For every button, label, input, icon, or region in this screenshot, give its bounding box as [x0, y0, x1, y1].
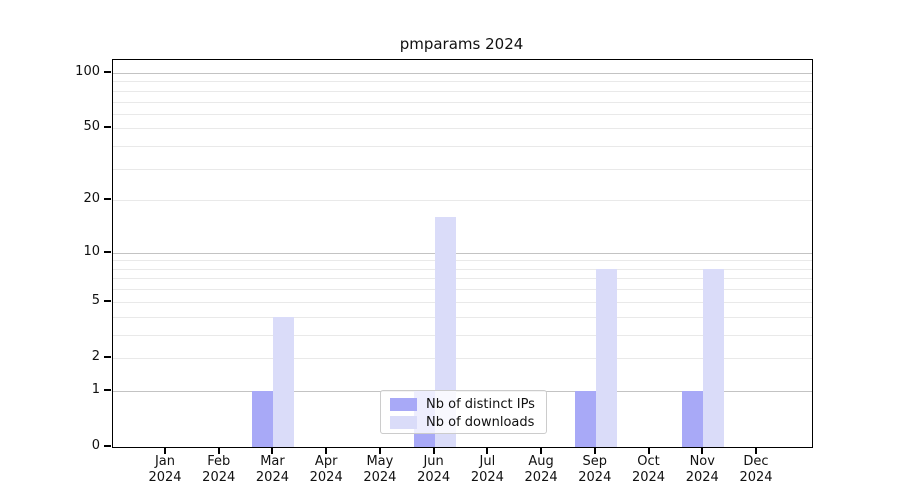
minor-gridline: [113, 113, 812, 115]
x-tick-mark: [701, 448, 704, 454]
x-tick-mark: [217, 448, 220, 454]
chart-title: pmparams 2024: [399, 35, 524, 53]
downloads-swatch-icon: [390, 415, 417, 429]
minor-gridline: [113, 101, 812, 103]
x-tick-label: Dec 2024: [726, 454, 786, 485]
x-tick-mark: [378, 448, 381, 454]
plot-area: Nb of distinct IPs Nb of downloads: [112, 59, 813, 448]
y-tick-label: 50: [83, 119, 100, 135]
bar-downloads: [273, 316, 295, 447]
x-tick-year: 2024: [363, 469, 397, 485]
bar-distinct-ips: [682, 390, 704, 447]
x-tick-mark: [593, 448, 596, 454]
x-tick-year: 2024: [578, 469, 612, 485]
bar-distinct-ips: [574, 390, 596, 447]
x-tick-label: Apr 2024: [296, 454, 356, 485]
distinct-ips-swatch-icon: [390, 397, 417, 411]
x-tick-mark: [271, 448, 274, 454]
x-tick-mark: [164, 448, 166, 454]
y-tick-label: 20: [83, 191, 100, 207]
y-tick-label: 100: [75, 64, 100, 79]
y-tick-mark: [104, 250, 111, 253]
x-tick-year: 2024: [470, 469, 504, 485]
minor-gridline: [113, 168, 812, 170]
x-tick-mark: [325, 448, 328, 454]
x-tick-label: Sep 2024: [565, 454, 625, 485]
x-tick-year: 2024: [148, 469, 182, 485]
bar-distinct-ips: [252, 390, 274, 447]
y-tick-mark: [104, 126, 111, 129]
x-tick-month: Nov: [689, 454, 715, 469]
x-tick-year: 2024: [202, 469, 236, 485]
x-tick-mark: [754, 448, 757, 454]
minor-gridline: [113, 316, 812, 318]
major-gridline: [113, 252, 812, 254]
bar-downloads: [434, 217, 456, 447]
x-tick-year: 2024: [631, 469, 666, 485]
x-tick-year: 2024: [739, 469, 773, 485]
y-tick-mark: [104, 355, 111, 358]
y-tick-mark: [104, 445, 111, 447]
x-tick-mark: [540, 448, 543, 454]
minor-gridline: [113, 260, 812, 262]
y-tick-mark: [104, 299, 111, 302]
x-tick-mark: [647, 448, 650, 454]
x-tick-label: May 2024: [350, 454, 410, 485]
y-tick-mark: [104, 388, 111, 391]
minor-gridline: [113, 90, 812, 92]
legend-row-downloads: Nb of downloads: [390, 413, 546, 431]
minor-gridline: [113, 128, 812, 130]
x-tick-month: Mar: [260, 454, 285, 469]
x-tick-month: Apr: [314, 454, 338, 469]
x-tick-year: 2024: [685, 469, 719, 485]
x-tick-month: Feb: [207, 454, 231, 469]
x-tick-label: Feb 2024: [189, 454, 249, 485]
y-tick-label: 1: [91, 381, 100, 397]
x-tick-month: Jan: [154, 454, 176, 469]
x-tick-month: Sep: [582, 454, 608, 469]
x-tick-year: 2024: [524, 469, 558, 485]
minor-gridline: [113, 278, 812, 280]
y-tick-label: 5: [91, 292, 100, 308]
x-tick-month: Jun: [423, 454, 444, 469]
x-tick-label: Jan 2024: [135, 454, 195, 485]
x-tick-label: Mar 2024: [242, 454, 302, 485]
minor-gridline: [113, 81, 812, 83]
y-tick-mark: [104, 198, 111, 201]
bar-downloads: [703, 268, 725, 447]
x-tick-month: Aug: [528, 454, 554, 469]
x-tick-year: 2024: [417, 469, 451, 485]
x-tick-month: Dec: [743, 454, 769, 469]
x-tick-label: Jul 2024: [457, 454, 517, 485]
x-tick-mark: [432, 448, 435, 454]
x-tick-month: Oct: [637, 454, 660, 469]
x-tick-label: Aug 2024: [511, 454, 571, 485]
y-tick-label: 2: [91, 348, 100, 364]
legend-label-distinct-ips: Nb of distinct IPs: [426, 396, 535, 412]
minor-gridline: [113, 334, 812, 336]
minor-gridline: [113, 146, 812, 148]
x-tick-year: 2024: [309, 469, 343, 485]
bar-downloads: [595, 268, 617, 447]
legend-row-distinct-ips: Nb of distinct IPs: [390, 395, 546, 413]
y-tick-mark: [104, 71, 111, 73]
x-tick-year: 2024: [255, 469, 289, 485]
x-tick-label: Jun 2024: [404, 454, 464, 485]
minor-gridline: [113, 200, 812, 202]
major-gridline: [113, 73, 812, 74]
x-tick-label: Oct 2024: [619, 454, 679, 485]
minor-gridline: [113, 289, 812, 291]
minor-gridline: [113, 268, 812, 270]
minor-gridline: [113, 357, 812, 359]
y-tick-label: 10: [83, 243, 100, 259]
x-tick-month: May: [366, 454, 394, 469]
legend-label-downloads: Nb of downloads: [426, 414, 535, 430]
minor-gridline: [113, 301, 812, 303]
x-tick-month: Jul: [479, 454, 496, 469]
x-tick-mark: [486, 448, 489, 454]
legend: Nb of distinct IPs Nb of downloads: [380, 390, 547, 434]
x-tick-label: Nov 2024: [672, 454, 732, 485]
y-tick-label: 0: [91, 438, 100, 453]
